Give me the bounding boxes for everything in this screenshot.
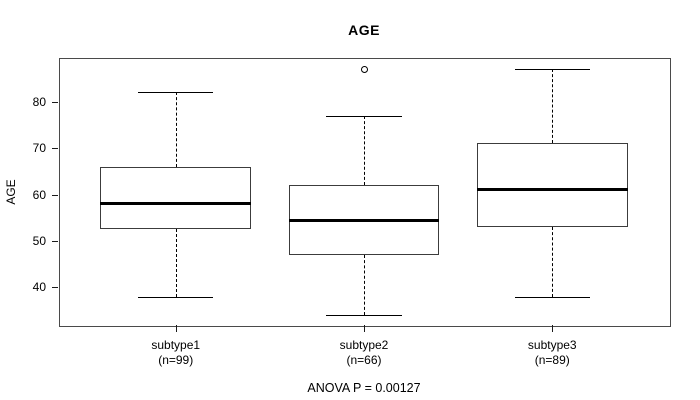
lower-whisker-cap bbox=[514, 296, 590, 298]
x-axis-tick bbox=[552, 325, 554, 332]
group-name: subtype3 bbox=[527, 338, 577, 352]
lower-whisker-cap bbox=[138, 296, 214, 298]
lower-whisker-line bbox=[175, 229, 177, 297]
y-tick-label: 50 bbox=[32, 233, 46, 248]
x-axis-tick bbox=[364, 325, 365, 332]
iqr-box-subtype3 bbox=[476, 143, 628, 228]
y-axis-tick bbox=[52, 101, 58, 103]
upper-whisker-cap bbox=[138, 92, 214, 94]
group-count: (n=99) bbox=[158, 353, 194, 367]
upper-whisker-line bbox=[364, 115, 365, 186]
y-tick-label: 60 bbox=[32, 187, 46, 202]
y-axis-tick bbox=[52, 148, 58, 150]
iqr-box-subtype1 bbox=[100, 166, 252, 230]
y-tick-label: 70 bbox=[32, 141, 46, 156]
upper-whisker-line bbox=[175, 92, 177, 167]
y-tick-label: 80 bbox=[32, 94, 46, 109]
x-axis-tick bbox=[175, 325, 177, 332]
group-name: subtype1 bbox=[151, 338, 201, 352]
y-tick-label: 40 bbox=[32, 280, 46, 295]
y-axis-tick bbox=[52, 240, 58, 242]
anova-annotation: ANOVA P = 0.00127 bbox=[307, 381, 421, 395]
group-count: (n=66) bbox=[346, 353, 382, 367]
upper-whisker-line bbox=[552, 69, 554, 144]
y-axis-tick bbox=[52, 194, 58, 196]
y-axis-tick bbox=[52, 287, 58, 289]
x-group-label-subtype2: subtype2 (n=66) bbox=[289, 338, 439, 368]
x-group-label-subtype1: subtype1 (n=99) bbox=[101, 338, 251, 368]
upper-whisker-cap bbox=[514, 69, 590, 71]
chart-title: AGE bbox=[348, 22, 380, 38]
x-group-label-subtype3: subtype3 (n=89) bbox=[477, 338, 627, 368]
lower-whisker-cap bbox=[326, 315, 402, 317]
upper-whisker-cap bbox=[326, 115, 402, 117]
group-name: subtype2 bbox=[339, 338, 389, 352]
median-line-subtype2 bbox=[288, 218, 440, 222]
median-line-subtype3 bbox=[476, 188, 628, 192]
median-line-subtype1 bbox=[100, 202, 252, 206]
outlier-point bbox=[360, 65, 368, 73]
group-count: (n=89) bbox=[534, 353, 570, 367]
lower-whisker-line bbox=[552, 227, 554, 297]
lower-whisker-line bbox=[364, 254, 365, 316]
